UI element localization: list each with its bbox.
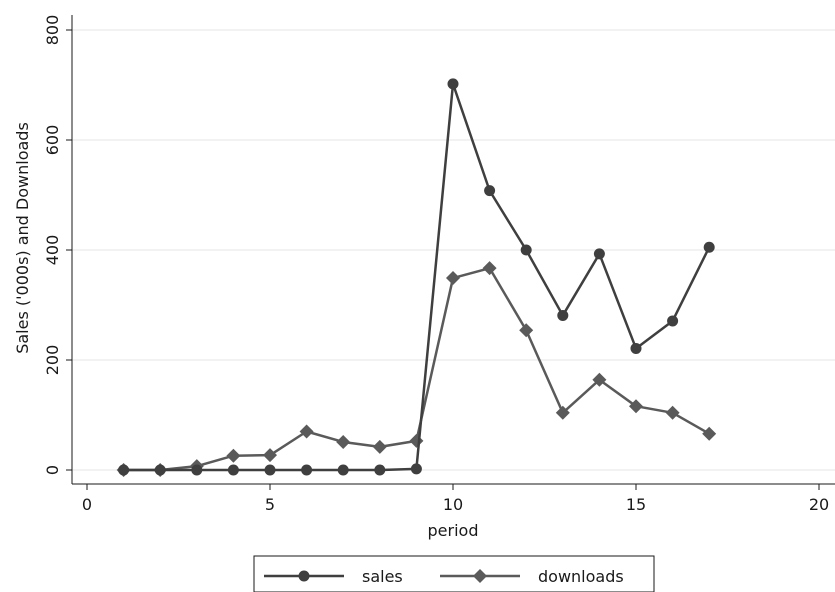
series-sales <box>118 78 715 476</box>
sales-point <box>374 464 386 476</box>
y-axis-title: Sales ('000s) and Downloads <box>13 122 32 354</box>
y-tick-label: 800 <box>43 15 62 46</box>
legend-marker <box>473 569 487 583</box>
downloads-point <box>409 433 424 448</box>
x-tick-label: 15 <box>626 495 646 514</box>
downloads-point <box>482 261 497 276</box>
sales-point <box>593 248 605 260</box>
legend-box <box>253 555 655 592</box>
sales-point <box>264 464 276 476</box>
sales-line <box>123 82 711 472</box>
legend: sales downloads <box>253 555 655 592</box>
downloads-point <box>226 448 241 463</box>
downloads-point <box>336 434 351 449</box>
sales-point <box>227 464 239 476</box>
legend-item-sales: sales <box>264 567 403 586</box>
sales-point <box>630 342 642 354</box>
downloads-point <box>555 405 570 420</box>
downloads-point <box>592 372 607 387</box>
downloads-point <box>519 323 534 338</box>
gridlines <box>72 29 835 471</box>
sales-point <box>410 463 422 475</box>
sales-point <box>447 78 459 90</box>
series-layer <box>116 78 717 477</box>
legend-item-downloads: downloads <box>440 567 624 586</box>
x-tick-label: 10 <box>443 495 463 514</box>
x-ticks: 0 5 10 15 20 <box>82 484 829 514</box>
x-axis-title: period <box>428 521 479 540</box>
downloads-point <box>299 424 314 439</box>
downloads-point <box>446 271 460 286</box>
sales-point <box>154 464 166 476</box>
sales-point <box>337 464 349 476</box>
y-ticks: 0 200 400 600 800 <box>43 15 72 475</box>
sales-point <box>520 244 532 256</box>
y-tick-label: 200 <box>43 345 62 376</box>
downloads-point <box>263 448 277 463</box>
sales-point <box>484 185 496 197</box>
y-tick-label: 600 <box>43 125 62 156</box>
sales-point <box>191 464 203 476</box>
x-tick-label: 5 <box>265 495 275 514</box>
sales-point <box>703 241 715 253</box>
y-tick-label: 400 <box>43 235 62 266</box>
downloads-point <box>702 426 717 441</box>
sales-point <box>301 464 313 476</box>
x-tick-label: 0 <box>82 495 92 514</box>
series-downloads <box>116 261 717 477</box>
legend-label: sales <box>362 567 403 586</box>
legend-label: downloads <box>538 567 624 586</box>
sales-point <box>118 464 130 476</box>
y-tick-label: 0 <box>43 465 62 475</box>
x-tick-label: 20 <box>809 495 829 514</box>
legend-marker <box>298 570 310 582</box>
downloads-point <box>372 439 387 454</box>
sales-point <box>557 309 569 321</box>
downloads-point <box>629 399 643 414</box>
sales-point <box>667 315 679 327</box>
downloads-point <box>665 405 680 420</box>
